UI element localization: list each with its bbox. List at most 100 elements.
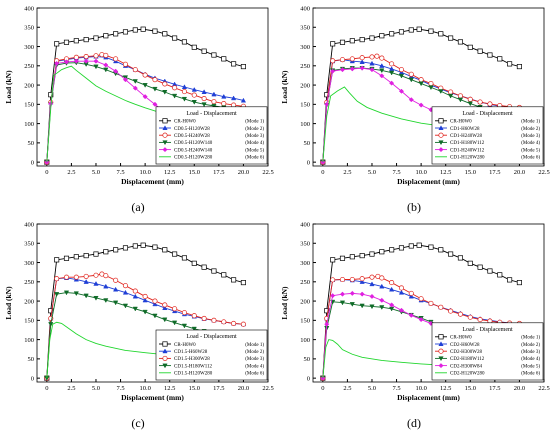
y-tick-label: 350 xyxy=(300,241,310,248)
data-point xyxy=(516,64,522,70)
legend-swatch-marker xyxy=(162,125,168,131)
x-tick-label: 12.5 xyxy=(164,169,175,176)
legend-title: Load - Displacement xyxy=(186,334,237,340)
data-point xyxy=(487,52,493,58)
y-tick-label: 400 xyxy=(300,5,310,12)
data-point xyxy=(448,251,454,257)
series-3 xyxy=(44,271,246,381)
data-point xyxy=(191,100,197,105)
data-point xyxy=(122,29,129,35)
y-tick-label: 200 xyxy=(24,298,34,305)
data-point xyxy=(172,306,178,312)
legend-entry-mode: (Mode 6) xyxy=(245,156,264,161)
data-point xyxy=(152,313,158,319)
data-point xyxy=(438,247,444,253)
legend-entry-mode: (Mode 1) xyxy=(245,343,264,348)
data-point xyxy=(83,37,89,43)
data-point xyxy=(162,317,168,323)
data-point xyxy=(63,255,70,261)
data-point xyxy=(93,53,99,59)
data-point xyxy=(330,58,336,64)
data-point xyxy=(339,300,346,306)
x-tick-label: 10.0 xyxy=(139,385,150,392)
data-point xyxy=(140,26,146,32)
data-point xyxy=(171,320,178,326)
y-axis-label: Load (kN) xyxy=(4,286,13,320)
y-tick-label: 100 xyxy=(24,121,34,128)
data-point xyxy=(448,308,454,314)
y-tick-label: 200 xyxy=(300,298,310,305)
x-tick-label: 17.5 xyxy=(213,385,224,392)
data-point xyxy=(172,85,178,91)
legend-swatch-marker xyxy=(162,140,168,146)
data-point xyxy=(416,242,422,248)
data-point xyxy=(457,311,463,317)
legend-swatch-marker xyxy=(162,363,168,369)
legend: Load - Displacement CR-H0W0 (Mode 1) CD1.5-… xyxy=(155,329,268,381)
data-point xyxy=(152,244,158,250)
series-line xyxy=(46,60,172,163)
data-point xyxy=(230,95,237,101)
legend-entry-mode: (Mode 3) xyxy=(521,350,540,355)
series-5 xyxy=(44,58,175,165)
data-point xyxy=(408,27,414,33)
data-point xyxy=(477,99,483,105)
legend-entry-name: CD1-H240W112 xyxy=(450,148,485,153)
y-tick-label: 400 xyxy=(24,221,34,228)
y-tick-label: 150 xyxy=(300,102,310,109)
panel-label: (c) xyxy=(131,416,144,430)
data-point xyxy=(191,313,197,319)
legend-entry-mode: (Mode 5) xyxy=(245,148,264,153)
data-point xyxy=(389,286,395,292)
data-point xyxy=(379,55,385,61)
y-tick-label: 100 xyxy=(300,121,310,128)
y-tick-label: 50 xyxy=(28,356,35,363)
data-point xyxy=(152,77,158,83)
legend-swatch-marker xyxy=(438,356,444,362)
legend-entry-mode: (Mode 1) xyxy=(521,336,540,341)
data-point xyxy=(83,253,89,259)
series-line xyxy=(46,62,244,163)
legend-box xyxy=(155,329,268,381)
legend-swatch-marker xyxy=(438,363,444,369)
data-point xyxy=(48,92,54,98)
y-tick-label: 200 xyxy=(300,82,310,89)
data-point xyxy=(83,279,89,284)
data-point xyxy=(211,91,217,97)
legend-swatch-marker xyxy=(162,118,168,124)
data-point xyxy=(132,79,138,84)
x-tick-label: 5.0 xyxy=(92,385,100,392)
legend-box xyxy=(431,322,544,381)
data-point xyxy=(54,276,60,282)
data-point xyxy=(103,62,109,68)
data-point xyxy=(457,97,464,103)
chart-panel-4: 0 2.5 5.0 7.5 10.0 12.5 15.0 17.5 20.0 22.5 0 50 100… xyxy=(280,221,550,430)
data-point xyxy=(162,302,168,308)
data-point xyxy=(142,297,148,303)
data-point xyxy=(408,243,414,249)
data-point xyxy=(408,77,414,83)
data-point xyxy=(191,92,197,98)
data-point xyxy=(122,77,129,83)
data-point xyxy=(48,322,54,327)
data-point xyxy=(201,102,207,108)
data-point xyxy=(324,308,330,314)
data-point xyxy=(369,67,375,73)
data-point xyxy=(63,274,70,280)
legend-entry-mode: (Mode 5) xyxy=(521,148,540,153)
x-tick-label: 5.0 xyxy=(92,169,100,176)
y-tick-label: 300 xyxy=(24,260,34,267)
data-point xyxy=(457,255,463,261)
series-1 xyxy=(320,26,522,165)
data-point xyxy=(330,41,336,47)
data-point xyxy=(63,290,70,296)
data-point xyxy=(113,31,119,37)
data-point xyxy=(240,64,246,70)
legend-entry-name: CD1.5-H60W28 xyxy=(174,350,208,355)
data-point xyxy=(221,272,227,278)
data-point xyxy=(162,305,168,311)
x-tick-label: 22.5 xyxy=(538,385,549,392)
data-point xyxy=(132,27,138,33)
x-axis-label: Displacement (mm) xyxy=(397,393,460,402)
legend-entry-mode: (Mode 2) xyxy=(245,127,264,132)
